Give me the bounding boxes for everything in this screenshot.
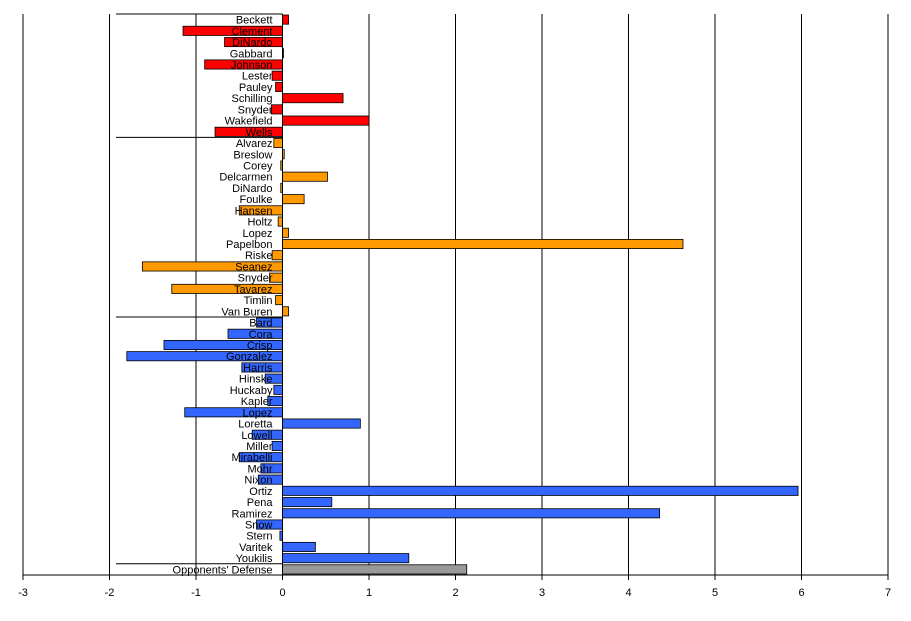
category-label: Bard xyxy=(249,318,272,330)
category-label: Pauley xyxy=(239,82,273,94)
category-label: Nixon xyxy=(244,475,272,487)
bar-youkilis xyxy=(282,553,410,564)
group-separators xyxy=(116,13,283,565)
category-label: Hinske xyxy=(239,374,273,386)
x-tick-label: 7 xyxy=(885,587,891,599)
category-label: Miller xyxy=(246,441,273,453)
category-label: Pena xyxy=(247,497,274,509)
category-label: Snyder xyxy=(238,104,273,116)
category-label: Delcarmen xyxy=(219,172,272,184)
category-label: Foulke xyxy=(239,194,272,206)
bar-schilling xyxy=(282,93,344,104)
category-label: Hansen xyxy=(235,205,273,217)
bar-delcarmen xyxy=(282,171,328,182)
x-tick-label: 5 xyxy=(712,587,718,599)
category-label: Seanez xyxy=(235,261,272,273)
category-label: DiNardo xyxy=(232,37,272,49)
x-tick-label: 0 xyxy=(279,587,285,599)
x-tick-label: -3 xyxy=(18,587,28,599)
category-label: Snow xyxy=(245,520,273,532)
category-label: Wakefield xyxy=(225,116,273,128)
bar-pauley xyxy=(275,81,283,92)
category-label: Clement xyxy=(232,26,273,38)
bar-foulke xyxy=(282,194,305,205)
bar-varitek xyxy=(282,541,316,552)
category-label: Lester xyxy=(242,71,273,83)
bar-lester xyxy=(271,70,283,81)
category-label: Ramirez xyxy=(232,508,273,520)
category-label: Alvarez xyxy=(236,138,273,150)
category-label: Wells xyxy=(246,127,273,139)
bar-holtz xyxy=(277,216,283,227)
bar-ramirez xyxy=(282,508,661,519)
category-label: Beckett xyxy=(236,15,273,27)
category-label: Harris xyxy=(243,362,273,374)
bar-ortiz xyxy=(282,485,799,496)
category-label: Opponents' Defense xyxy=(173,564,273,576)
category-label: Ortiz xyxy=(249,486,272,498)
bar-lopez xyxy=(282,227,289,238)
category-label: Stern xyxy=(246,531,272,543)
x-tick-label: -1 xyxy=(191,587,201,599)
category-label: Kapler xyxy=(241,396,273,408)
category-label: Snyder xyxy=(238,273,273,285)
bar-papelbon xyxy=(282,239,684,250)
bar-wakefield xyxy=(282,115,370,126)
category-label: Tavarez xyxy=(234,284,273,296)
bar-loretta xyxy=(282,418,361,429)
category-label: Lopez xyxy=(243,407,273,419)
category-label: Van Buren xyxy=(221,306,272,318)
category-label: Timlin xyxy=(244,295,273,307)
category-label: Gonzalez xyxy=(226,351,272,363)
category-label: Lopez xyxy=(243,228,273,240)
category-label: Crisp xyxy=(247,340,273,352)
category-label: Loretta xyxy=(238,419,273,431)
category-label: Huckaby xyxy=(230,385,273,397)
category-label: DiNardo xyxy=(232,183,272,195)
category-label: Mirabelli xyxy=(232,452,273,464)
bars xyxy=(126,14,799,575)
category-label: Gabbard xyxy=(230,48,273,60)
x-tick-label: 1 xyxy=(366,587,372,599)
category-label: Breslow xyxy=(233,149,272,161)
category-label: Corey xyxy=(243,160,273,172)
category-label: Varitek xyxy=(239,542,273,554)
bar-huckaby xyxy=(273,384,283,395)
bar-riske xyxy=(271,250,283,261)
bar-beckett xyxy=(282,14,289,25)
category-label: Johnson xyxy=(231,59,273,71)
category-label: Cora xyxy=(249,329,274,341)
category-label: Lowell xyxy=(241,430,272,442)
bar-opponents-defense xyxy=(282,564,468,575)
category-label: Riske xyxy=(245,250,273,262)
category-label: Schilling xyxy=(232,93,273,105)
bar-miller xyxy=(271,440,283,451)
bar-snyder xyxy=(270,104,283,115)
bar-alvarez xyxy=(273,138,283,149)
x-tick-label: -2 xyxy=(105,587,115,599)
category-label: Mohr xyxy=(247,463,272,475)
x-axis: -3 -2 -1 0 1 2 3 4 5 6 7 xyxy=(18,14,891,599)
bar-van-buren xyxy=(282,306,289,317)
x-tick-label: 2 xyxy=(452,587,458,599)
bar-timlin xyxy=(275,295,283,306)
x-tick-label: 6 xyxy=(798,587,804,599)
category-labels: BeckettClementDiNardoGabbardJohnsonLeste… xyxy=(173,15,274,577)
category-label: Papelbon xyxy=(226,239,273,251)
bar-pena xyxy=(282,497,333,508)
gridlines xyxy=(22,14,889,575)
x-tick-label: 3 xyxy=(539,587,545,599)
x-tick-label: 4 xyxy=(625,587,631,599)
category-label: Youkilis xyxy=(236,553,273,565)
category-label: Holtz xyxy=(247,217,272,229)
